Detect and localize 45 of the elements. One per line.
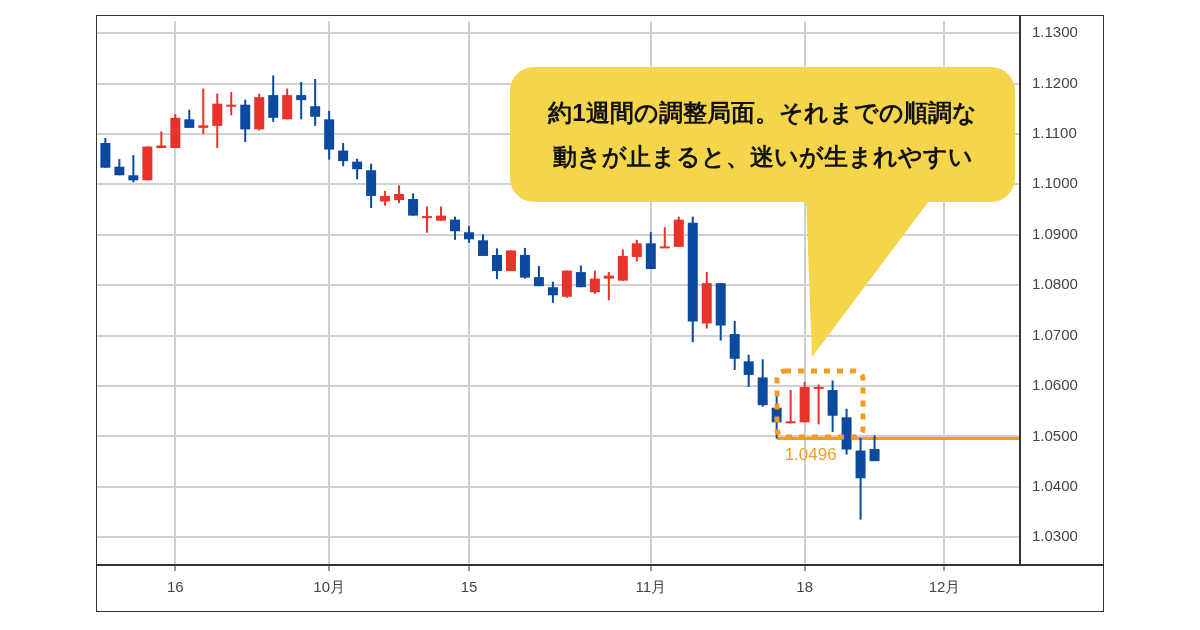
y-tick-label: 1.0400 [1032,476,1078,494]
candlestick [226,91,237,117]
candlestick [184,108,195,129]
x-tick-label: 16 [166,578,184,596]
candlestick [491,247,502,281]
candlestick [519,246,530,280]
x-tick-label: 15 [460,578,478,596]
x-tick-label: 12月 [928,578,961,596]
candlestick [659,226,670,249]
candlestick [310,77,321,127]
y-tick-label: 1.0600 [1032,376,1078,394]
candlestick [813,383,824,426]
y-tick-label: 1.1200 [1032,73,1078,91]
candlestick [477,233,488,257]
y-tick-label: 1.0900 [1032,224,1078,242]
candlestick [338,142,349,168]
candlestick [450,215,461,241]
candlestick [296,81,307,121]
candlestick [631,238,642,263]
speech-bubble: 約1週間の調整局面。それまでの順調な動きが止まると、迷いが生まれやすい [510,67,1015,359]
x-tick-label: 18 [796,578,813,596]
candlestick [743,353,754,389]
candlestick [352,157,363,181]
candlestick [198,87,209,135]
candlestick [785,389,796,425]
candlestick [869,434,880,463]
y-tick-label: 1.1100 [1032,124,1077,142]
candlestick [128,154,139,184]
x-tick-label: 10月 [313,578,345,596]
ref-line-label: 1.0496 [784,445,837,465]
y-tick-label: 1.0700 [1032,325,1078,343]
candlestick [603,271,614,302]
candlestick [422,205,433,234]
x-tick-label: 11月 [635,578,667,596]
y-tick-label: 1.0300 [1032,527,1078,545]
y-tick-label: 1.0500 [1032,426,1078,444]
y-tick-label: 1.1300 [1032,23,1078,41]
y-tick-label: 1.1000 [1032,174,1078,192]
candlestick [268,74,279,123]
candlestick [408,192,419,217]
annotation: 約1週間の調整局面。それまでの順調な動きが止まると、迷いが生まれやすい [546,97,978,172]
candlestick [212,92,223,150]
candlestick [589,269,600,295]
candlestick [547,280,558,304]
y-tick-label: 1.0800 [1032,275,1078,293]
